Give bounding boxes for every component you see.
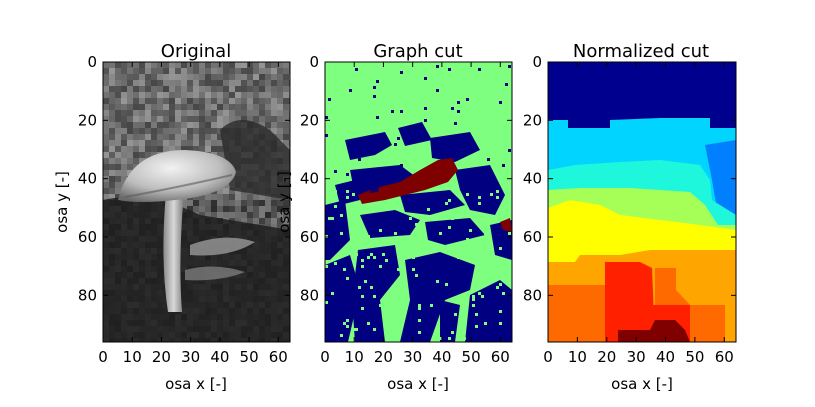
x-tick-label: 60 xyxy=(491,348,510,366)
x-tick-label: 50 xyxy=(462,348,481,366)
x-tick-label: 30 xyxy=(181,348,200,366)
y-tick-label: 60 xyxy=(78,228,97,246)
x-tick-label: 0 xyxy=(320,348,330,366)
y-tick-label: 60 xyxy=(300,228,319,246)
x-tick-label: 60 xyxy=(269,348,288,366)
original-image xyxy=(103,62,290,342)
y-tick-label: 80 xyxy=(78,286,97,304)
panel-graph-cut: Graph cut xyxy=(275,41,513,393)
x-tick-label: 60 xyxy=(715,348,734,366)
graph-cut-image xyxy=(325,62,512,342)
x-tick-label: 40 xyxy=(656,348,675,366)
x-tick-label: 0 xyxy=(98,348,108,366)
x-tick-label: 30 xyxy=(403,348,422,366)
x-tick-label: 50 xyxy=(240,348,259,366)
x-tick-label: 10 xyxy=(345,348,364,366)
y-tick-label: 0 xyxy=(87,53,97,71)
y-tick-label: 20 xyxy=(523,111,542,129)
x-tick-label: 40 xyxy=(432,348,451,366)
y-tick-label: 0 xyxy=(309,53,319,71)
y-tick-label: 20 xyxy=(300,111,319,129)
panel-title-normalized-cut: Normalized cut xyxy=(573,41,709,62)
x-tick-label: 10 xyxy=(568,348,587,366)
region-9 xyxy=(618,320,690,342)
x-tick-label: 20 xyxy=(597,348,616,366)
x-tick-label: 50 xyxy=(685,348,704,366)
y-tick-label: 80 xyxy=(300,286,319,304)
y-tick-label: 80 xyxy=(523,286,542,304)
x-axis-label-normalized-cut: osa x [-] xyxy=(611,375,673,393)
panel-normalized-cut: Normalized cut 0 10 20 30 40 50 6 xyxy=(523,41,737,393)
y-tick-label: 40 xyxy=(300,170,319,188)
y-tick-label: 0 xyxy=(532,53,542,71)
x-tick-label: 40 xyxy=(210,348,229,366)
x-tick-label: 10 xyxy=(123,348,142,366)
y-axis-label-original: osa y [-] xyxy=(53,171,71,233)
region-2b xyxy=(705,140,736,215)
y-tick-label: 40 xyxy=(78,170,97,188)
y-tick-label: 20 xyxy=(78,111,97,129)
y-tick-label: 60 xyxy=(523,228,542,246)
x-tick-label: 30 xyxy=(627,348,646,366)
region-7a xyxy=(548,285,605,342)
panel-title-graph-cut: Graph cut xyxy=(373,41,462,62)
panel-original: Original 0 10 20 30 40 50 60 0 20 40 60 80 osa x [-… xyxy=(53,41,291,393)
y-tick-label: 40 xyxy=(523,170,542,188)
panel-title-original: Original xyxy=(161,41,231,62)
x-tick-label: 20 xyxy=(374,348,393,366)
x-tick-label: 0 xyxy=(543,348,553,366)
y-axis-label-graph-cut: osa y [-] xyxy=(275,171,293,233)
x-tick-label: 20 xyxy=(152,348,171,366)
x-axis-label-original: osa x [-] xyxy=(165,375,227,393)
normalized-cut-image xyxy=(548,62,736,342)
x-axis-label-graph-cut: osa x [-] xyxy=(387,375,449,393)
